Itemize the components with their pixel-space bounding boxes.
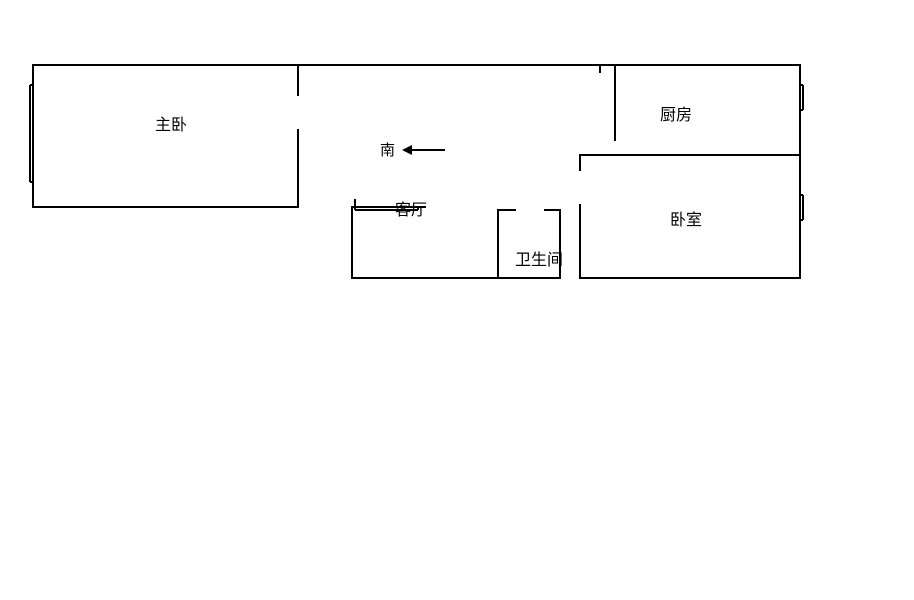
compass-arrow-head: [402, 145, 412, 155]
openings: [30, 85, 803, 220]
labels: 主卧 客厅 厨房 卧室 卫生间: [155, 106, 702, 269]
floor-plan: 主卧 客厅 厨房 卧室 卫生间 南: [0, 0, 914, 600]
compass-label: 南: [380, 142, 395, 159]
label-kitchen: 厨房: [660, 106, 692, 124]
compass: 南: [380, 142, 445, 159]
label-bathroom: 卫生间: [515, 251, 563, 269]
label-living-room: 客厅: [395, 201, 427, 219]
walls: [33, 65, 800, 278]
label-master-bedroom: 主卧: [155, 116, 187, 134]
label-bedroom: 卧室: [670, 211, 702, 229]
